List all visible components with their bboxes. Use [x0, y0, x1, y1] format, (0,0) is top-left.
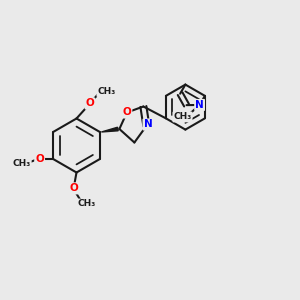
- Text: CH₃: CH₃: [173, 112, 192, 122]
- Text: O: O: [85, 98, 94, 109]
- Text: O: O: [35, 154, 44, 164]
- Text: N: N: [143, 119, 152, 130]
- Text: O: O: [69, 183, 78, 194]
- Text: CH₃: CH₃: [77, 200, 95, 208]
- Text: CH₃: CH₃: [98, 87, 116, 96]
- Text: CH₃: CH₃: [13, 159, 31, 168]
- Text: N: N: [195, 100, 204, 110]
- Polygon shape: [101, 127, 118, 132]
- Text: O: O: [122, 107, 131, 118]
